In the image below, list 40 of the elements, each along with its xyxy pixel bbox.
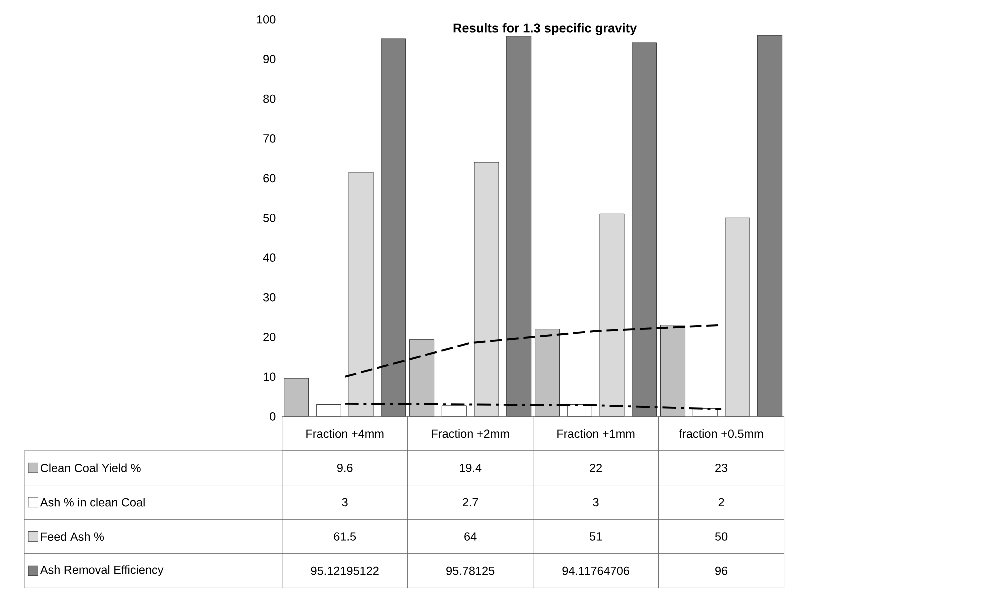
legend-label: Ash Removal Efficiency [40,566,164,577]
x-tick-label: Fraction +1mm [558,429,635,438]
data-label: 51 [590,532,602,541]
y-tick-label: 90 [264,55,276,64]
y-tick-label: 10 [264,372,276,382]
data-label: 96 [716,566,728,576]
data-label: 3 [342,498,348,507]
data-label: 95.12195122 [311,566,379,576]
y-tick-label: 0 [270,412,276,421]
chart-title: Results for 1.3 specific gravity [454,23,638,36]
data-label: 2.7 [463,498,478,507]
y-tick-label: 100 [257,15,276,24]
x-tick-label: Fraction +2mm [432,429,510,438]
bar [725,218,750,417]
data-label: 22 [590,464,602,472]
y-tick-label: 70 [264,134,276,143]
bar [284,378,310,417]
legend-label: Ash % in clean Coal [40,498,145,507]
y-tick-label: 80 [264,94,276,104]
data-label: 19.4 [460,464,482,472]
y-tick-label: 30 [264,293,276,302]
x-tick-label: Fraction +4mm [306,429,384,438]
bar [316,404,342,417]
data-label: 61.5 [334,532,356,541]
data-label: 3 [593,498,599,507]
data-label: 95.78125 [446,566,495,576]
y-tick-label: 20 [264,333,276,342]
y-tick-label: 40 [263,254,276,262]
y-tick-label: 60 [264,174,276,183]
x-tick-label: fraction +0.5mm [679,429,764,438]
data-label: 9.6 [337,464,353,472]
bar [758,35,783,417]
data-label: 23 [716,464,728,472]
legend-label: Clean Coal Yield % [41,464,141,472]
data-label: 50 [715,532,728,541]
y-tick-label: 50 [264,214,276,222]
data-label: 64 [464,532,477,541]
data-label: 94.11764706 [562,566,630,576]
data-label: 2 [718,498,724,507]
legend-label: Feed Ash % [41,532,104,542]
